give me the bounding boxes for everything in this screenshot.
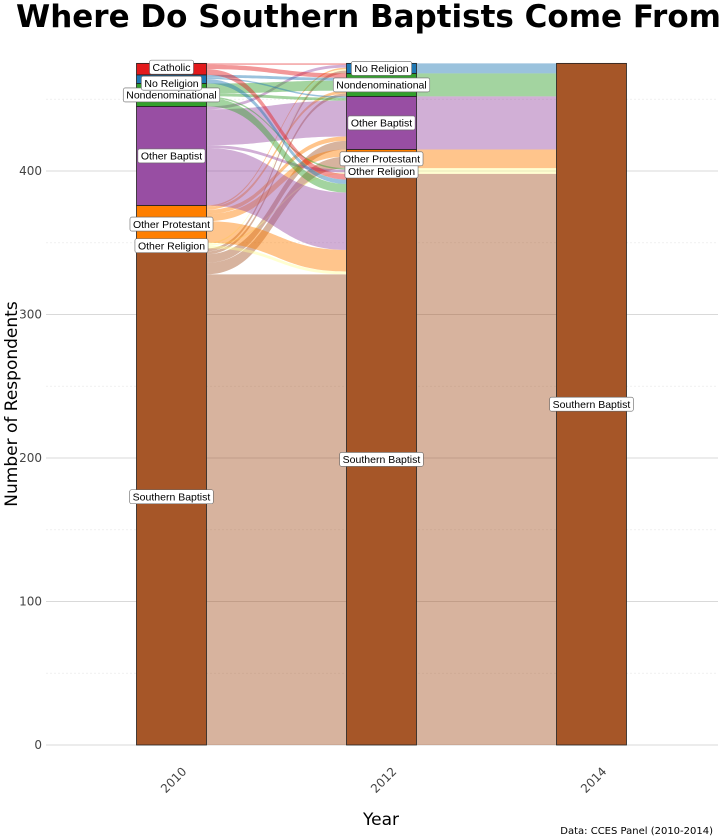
- x-axis-title: Year: [362, 810, 399, 830]
- flow-no-religion-to-nondenominational: [206, 74, 347, 81]
- flow-southern-baptist-to-nondenominational: [206, 93, 347, 255]
- svg-text:No Religion: No Religion: [354, 63, 408, 75]
- stratum-label-2012-other-baptist: Other Baptist: [347, 115, 416, 131]
- svg-text:Other Protestant: Other Protestant: [133, 219, 210, 231]
- flow-other-protestant-to-other-baptist: [206, 136, 347, 215]
- stratum-label-2012-other-protestant: Other Protestant: [339, 151, 424, 167]
- flows: [206, 63, 557, 745]
- caption: Data: CCES Panel (2010-2014): [560, 826, 713, 837]
- stratum-label-2010-nondenominational: Nondenominational: [122, 87, 221, 103]
- svg-text:Other Religion: Other Religion: [138, 240, 205, 252]
- y-axis-title: Number of Respondents: [2, 301, 22, 507]
- x-tick-label: 2014: [578, 764, 609, 795]
- svg-text:Southern Baptist: Southern Baptist: [343, 454, 421, 466]
- svg-text:Nondenominational: Nondenominational: [126, 90, 216, 102]
- svg-text:Other Baptist: Other Baptist: [351, 118, 412, 130]
- stratum-label-2010-no-religion: No Religion: [141, 75, 202, 91]
- flow-nondenominational-to-other-baptist: [206, 93, 347, 101]
- flow-other-protestant-to-nondenominational: [206, 90, 347, 210]
- svg-text:Southern Baptist: Southern Baptist: [133, 492, 211, 504]
- flow-southern-baptist-to-other-protestant: [206, 156, 347, 275]
- flow-no-religion-to-other-baptist: [206, 77, 347, 98]
- flow-southern-baptist-to-southern-baptist: [416, 173, 557, 745]
- flow-catholic-to-southern-baptist: [206, 69, 347, 180]
- flow-other-religion-to-southern-baptist: [206, 245, 347, 275]
- flow-nondenominational-to-southern-baptist: [206, 97, 347, 193]
- y-tick-label: 200: [19, 451, 42, 465]
- stratum-label-2010-other-baptist: Other Baptist: [137, 148, 206, 164]
- stratum-label-2010-other-protestant: Other Protestant: [129, 216, 214, 232]
- flow-other-protestant-to-southern-baptist: [416, 149, 557, 169]
- svg-text:Other Protestant: Other Protestant: [343, 154, 420, 166]
- flow-nondenominational-to-other-religion: [206, 96, 347, 170]
- svg-text:Catholic: Catholic: [153, 62, 191, 74]
- stratum-label-2012-nondenominational: Nondenominational: [332, 77, 431, 93]
- flow-catholic-to-no-religion: [206, 63, 347, 65]
- flow-other-protestant-to-southern-baptist: [206, 221, 347, 272]
- flow-catholic-to-nondenominational: [206, 64, 347, 78]
- flow-southern-baptist-to-other-baptist: [206, 140, 347, 263]
- flow-other-baptist-to-no-religion: [206, 64, 347, 110]
- svg-text:Nondenominational: Nondenominational: [336, 80, 426, 92]
- stratum-label-2010-southern-baptist: Southern Baptist: [129, 489, 214, 505]
- flow-other-religion-to-other-religion: [206, 172, 347, 246]
- flow-other-baptist-to-other-baptist: [206, 100, 347, 146]
- stratum-label-2012-other-religion: Other Religion: [344, 163, 419, 179]
- flow-nondenominational-to-nondenominational: [206, 80, 347, 94]
- svg-text:Southern Baptist: Southern Baptist: [553, 399, 631, 411]
- flow-no-religion-to-southern-baptist: [206, 79, 347, 184]
- svg-text:No Religion: No Religion: [144, 78, 198, 90]
- chart-title: Where Do Southern Baptists Come From?: [16, 0, 720, 35]
- flow-other-baptist-to-other-religion: [206, 145, 347, 173]
- flow-other-religion-to-southern-baptist: [416, 168, 557, 174]
- stratum-label-2014-southern-baptist: Southern Baptist: [549, 396, 634, 412]
- flow-no-religion-to-southern-baptist: [416, 63, 557, 74]
- flow-southern-baptist-to-southern-baptist: [206, 274, 347, 745]
- y-tick-label: 300: [19, 308, 42, 322]
- stratum-label-2012-no-religion: No Religion: [351, 61, 412, 76]
- stratum-label-2010-catholic: Catholic: [149, 59, 194, 75]
- svg-text:Other Religion: Other Religion: [348, 166, 415, 178]
- y-tick-label: 0: [34, 738, 42, 752]
- flow-other-protestant-to-other-protestant: [206, 149, 347, 222]
- svg-text:Other Baptist: Other Baptist: [141, 151, 202, 163]
- y-tick-label: 100: [19, 595, 42, 609]
- flow-other-protestant-to-no-religion: [206, 67, 347, 207]
- stratum-label-2012-southern-baptist: Southern Baptist: [339, 452, 424, 467]
- flow-other-baptist-to-southern-baptist: [416, 96, 557, 150]
- flow-other-religion-to-no-religion: [206, 69, 347, 245]
- y-tick-label: 400: [19, 164, 42, 178]
- flow-southern-baptist-to-no-religion: [206, 70, 347, 252]
- x-tick-label: 2010: [158, 764, 189, 795]
- flow-other-baptist-to-southern-baptist: [206, 148, 347, 250]
- flow-nondenominational-to-southern-baptist: [416, 73, 557, 97]
- x-tick-label: 2012: [368, 764, 399, 795]
- stratum-label-2010-other-religion: Other Religion: [134, 238, 209, 253]
- axis-ticks: 0 100 200 300 400 2010 2012 2014: [19, 164, 609, 796]
